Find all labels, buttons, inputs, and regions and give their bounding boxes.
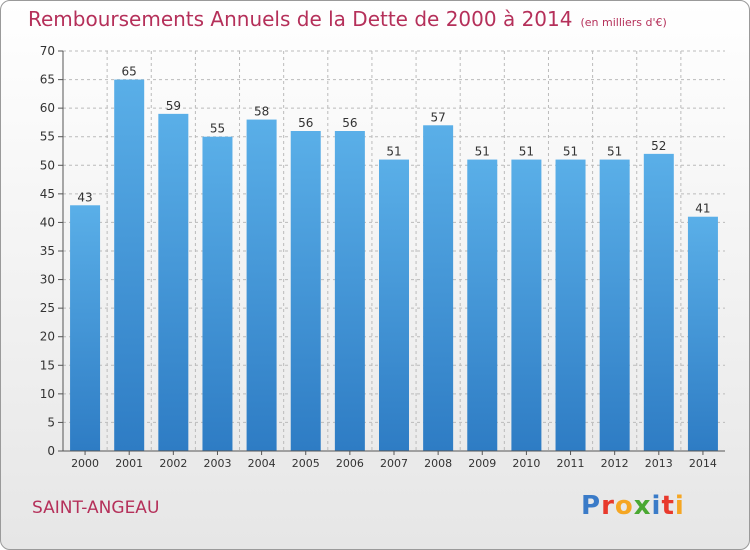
x-tick-label: 2011 — [557, 457, 585, 470]
x-tick-label: 2007 — [380, 457, 408, 470]
bar-2003 — [202, 136, 233, 451]
value-label: 56 — [342, 116, 357, 130]
y-tick-label: 65 — [40, 73, 55, 87]
proxiti-logo: Proxiti — [581, 491, 685, 521]
value-label: 43 — [77, 190, 92, 204]
bar-2008 — [423, 125, 454, 452]
bar-2007 — [379, 159, 409, 452]
value-label: 51 — [519, 145, 534, 159]
x-tick-label: 2013 — [645, 457, 673, 470]
value-label: 57 — [430, 110, 445, 124]
bar-2005 — [290, 131, 321, 451]
value-label: 52 — [651, 139, 666, 153]
x-tick-label: 2000 — [71, 457, 99, 470]
x-tick-label: 2012 — [601, 457, 629, 470]
value-label: 51 — [386, 145, 401, 159]
bar-2006 — [334, 131, 365, 451]
bar-2001 — [114, 79, 145, 452]
y-tick-label: 15 — [40, 358, 55, 372]
value-label: 65 — [122, 65, 137, 79]
x-tick-label: 2006 — [336, 457, 364, 470]
y-tick-label: 40 — [40, 215, 55, 229]
y-tick-label: 5 — [47, 415, 55, 429]
bar-2004 — [246, 119, 277, 452]
chart-title-text: Remboursements Annuels de la Dette de 20… — [28, 7, 573, 31]
y-tick-label: 45 — [40, 187, 55, 201]
value-label: 51 — [475, 145, 490, 159]
x-tick-label: 2004 — [248, 457, 276, 470]
x-tick-label: 2001 — [115, 457, 143, 470]
value-label: 41 — [695, 202, 710, 216]
labels: 0 5 10 15 20 25 30 35 40 45 50 55 60 65 70 43 2000 65 2001… — [40, 44, 717, 470]
y-tick-label: 25 — [40, 301, 55, 315]
bar-2011 — [555, 159, 586, 452]
logo-letter: o — [614, 491, 634, 521]
bar-2010 — [511, 159, 542, 452]
x-tick-label: 2010 — [512, 457, 540, 470]
logo-letter: i — [674, 491, 685, 521]
chart-subtitle: (en milliers d'€) — [580, 16, 667, 29]
chart-title: Remboursements Annuels de la Dette de 20… — [28, 7, 667, 31]
logo-letter: r — [601, 491, 615, 521]
value-label: 58 — [254, 105, 269, 119]
bar-2009 — [467, 159, 498, 452]
y-tick-label: 50 — [40, 158, 55, 172]
value-label: 51 — [607, 145, 622, 159]
bar-2002 — [158, 113, 189, 451]
value-label: 51 — [563, 145, 578, 159]
x-tick-label: 2014 — [689, 457, 717, 470]
logo-letter: P — [581, 491, 602, 521]
bars — [70, 79, 718, 452]
logo-letter: x — [633, 491, 652, 521]
commune-name: SAINT-ANGEAU — [32, 498, 160, 518]
y-tick-label: 20 — [40, 330, 55, 344]
y-tick-label: 30 — [40, 273, 55, 287]
bar-2013 — [643, 153, 674, 451]
x-tick-label: 2005 — [292, 457, 320, 470]
y-tick-label: 70 — [40, 44, 55, 58]
x-tick-label: 2009 — [468, 457, 496, 470]
y-tick-label: 55 — [40, 130, 55, 144]
y-tick-label: 35 — [40, 244, 55, 258]
bar-2012 — [599, 159, 630, 452]
x-tick-label: 2003 — [203, 457, 231, 470]
axes — [58, 50, 725, 455]
logo-letter: i — [651, 491, 662, 521]
y-tick-label: 0 — [47, 444, 55, 458]
y-tick-label: 60 — [40, 101, 55, 115]
x-tick-label: 2008 — [424, 457, 452, 470]
bar-2000 — [70, 205, 101, 451]
bar-2014 — [687, 216, 718, 451]
logo-letter: t — [661, 491, 675, 521]
value-label: 55 — [210, 122, 225, 136]
y-tick-label: 10 — [40, 387, 55, 401]
value-label: 59 — [166, 99, 181, 113]
x-tick-label: 2002 — [159, 457, 187, 470]
value-label: 56 — [298, 116, 313, 130]
